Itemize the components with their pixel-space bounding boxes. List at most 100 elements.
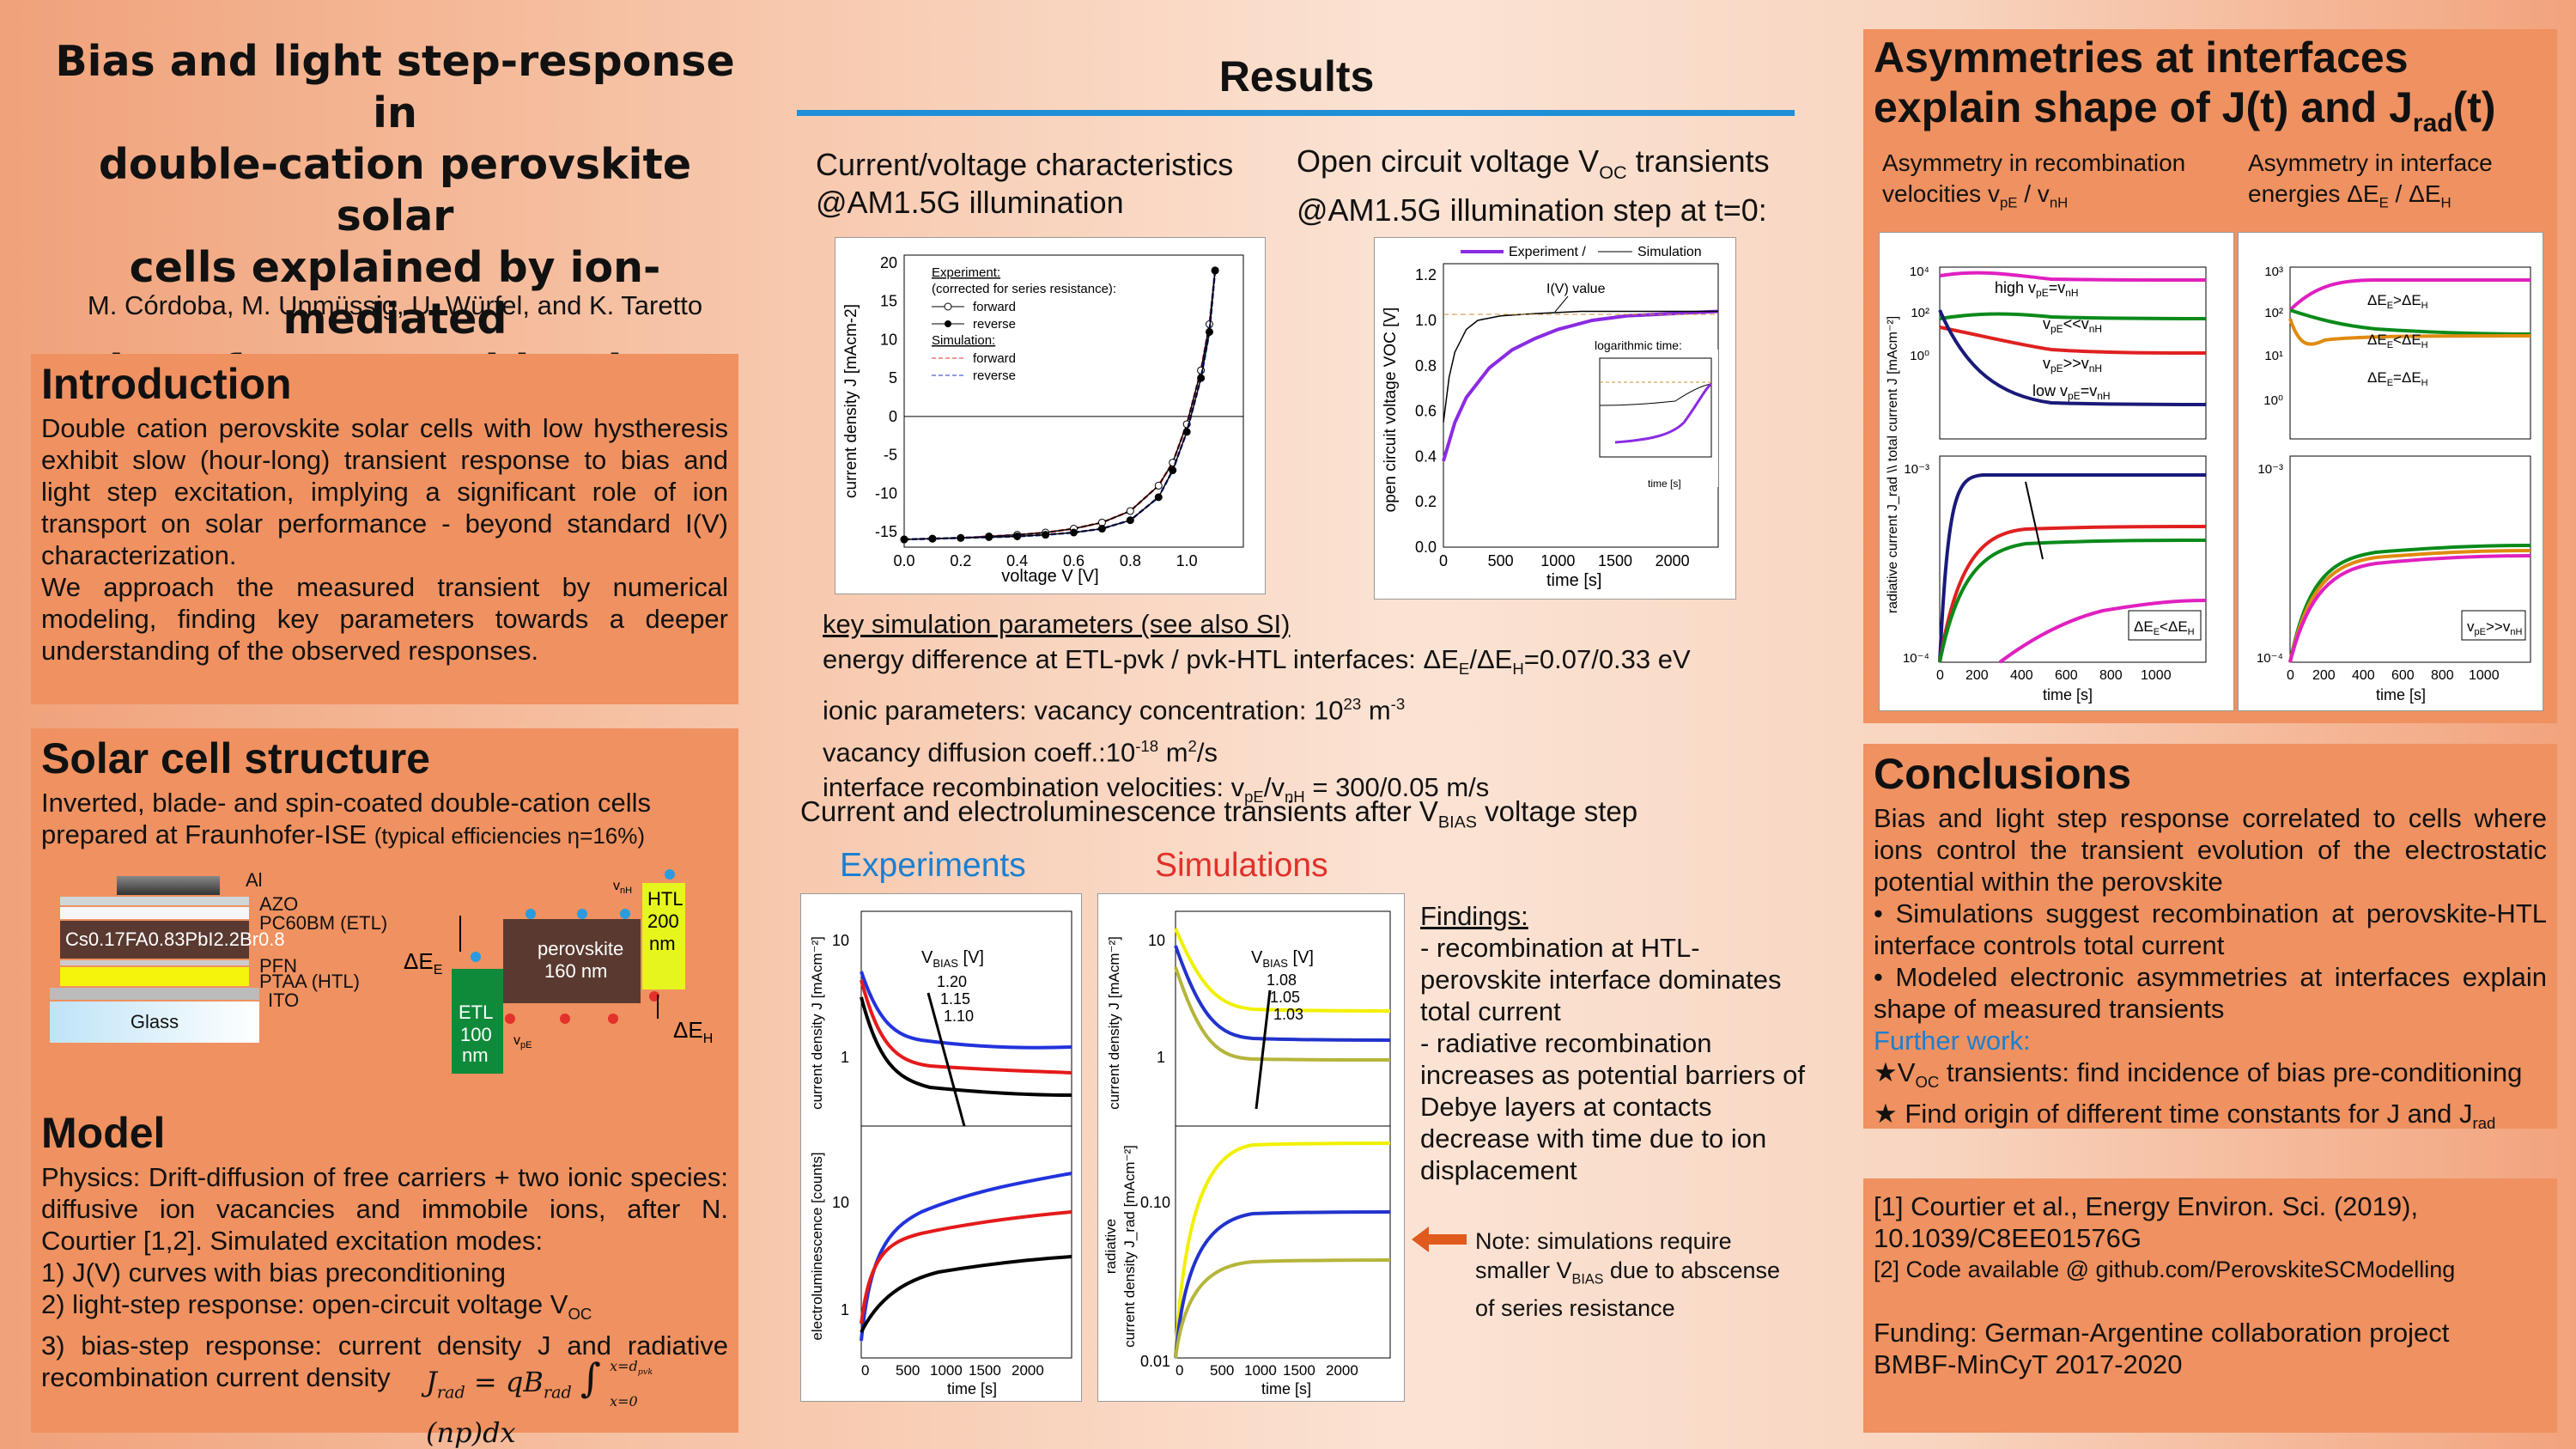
layer-ito	[50, 988, 259, 1000]
y-tick-label: -5	[884, 447, 897, 464]
x-tick-label: 1500	[1598, 552, 1632, 569]
svg-text:0.10: 0.10	[1140, 1194, 1170, 1211]
svg-text:radiative: radiative	[1103, 1219, 1119, 1274]
structure-model-box: Solar cell structure Inverted, blade- an…	[31, 728, 738, 1449]
svg-text:0: 0	[1176, 1362, 1183, 1379]
svg-text:10²: 10²	[1911, 306, 1929, 320]
key-parameters: key simulation parameters (see also SI) …	[823, 609, 1691, 807]
asym-energy-chart: ΔEE>ΔEH ΔEE<ΔEH ΔEE=ΔEH vpE>>vnH 10³ 10²…	[2238, 232, 2543, 711]
series-Experiment	[1442, 309, 1719, 462]
svg-text:800: 800	[2099, 668, 2123, 683]
authors: M. Córdoba, M. Unmüssig, U. Würfel, and …	[87, 290, 703, 320]
svg-text:1000: 1000	[930, 1362, 963, 1379]
reference-2: [2] Code available @ github.com/Perovski…	[1874, 1257, 2456, 1282]
svg-text:200: 200	[2312, 668, 2336, 683]
pero-label: perovskite	[538, 938, 623, 959]
data-point	[1154, 481, 1163, 490]
svg-text:1.03: 1.03	[1273, 1006, 1303, 1023]
electron-dot	[577, 909, 587, 919]
introduction-text-2: We approach the measured transient by nu…	[41, 572, 728, 666]
model-item-2: 2) light-step response: open-circuit vol…	[41, 1289, 592, 1324]
electron-dot	[665, 869, 675, 880]
x-tick-label: 1000	[1540, 552, 1575, 569]
etl-block	[452, 969, 503, 1074]
svg-text:ΔEE=ΔEH: ΔEE=ΔEH	[2367, 369, 2428, 388]
jv-caption: Current/voltage characteristics @AM1.5G …	[816, 147, 1234, 220]
hole-dot	[560, 1014, 570, 1024]
x-tick-label: 0.2	[950, 552, 971, 569]
svg-text:10²: 10²	[2264, 306, 2283, 320]
svg-text:time [s]: time [s]	[1648, 478, 1681, 490]
svg-text:10: 10	[832, 1194, 849, 1211]
svg-text:500: 500	[1210, 1362, 1234, 1379]
svg-text:1.05: 1.05	[1270, 989, 1300, 1006]
results-heading: Results	[1218, 52, 1375, 100]
y-tick-label: 0.4	[1415, 447, 1437, 465]
y-tick-label: 0	[889, 408, 897, 425]
svg-text:high vpE=vnH: high vpE=vnH	[1995, 279, 2079, 299]
x-tick-label: 0.6	[1063, 552, 1084, 569]
svg-text:ΔEE>ΔEH: ΔEE>ΔEH	[2367, 292, 2428, 311]
references-box: [1] Courtier et al., Energy Environ. Sci…	[1863, 1178, 2557, 1433]
svg-text:open circuit voltage VOC [V]: open circuit voltage VOC [V]	[1382, 307, 1400, 513]
svg-text:10⁰: 10⁰	[1910, 349, 1929, 363]
jrad-equation: Jrad = qBrad ∫ x=dpvk x=0 (np)dx	[426, 1355, 653, 1449]
svg-text:Experiment:: Experiment:	[932, 265, 1000, 280]
svg-text:0.01: 0.01	[1140, 1353, 1170, 1370]
svg-text:10: 10	[832, 932, 849, 949]
layer-azo	[60, 897, 249, 905]
layer-ptaa	[60, 967, 249, 986]
svg-text:electroluminescence [counts]: electroluminescence [counts]	[809, 1152, 825, 1340]
svg-text:10⁻⁴: 10⁻⁴	[1903, 651, 1929, 666]
svg-text:Simulation:: Simulation:	[932, 333, 995, 348]
svg-text:current density J [mAcm-2]: current density J [mAcm-2]	[842, 304, 860, 498]
svg-text:time [s]: time [s]	[947, 1380, 997, 1397]
data-point	[1211, 266, 1219, 275]
data-point	[928, 534, 937, 543]
x-tick-label: 0.8	[1120, 552, 1141, 569]
vpe-label: vpE	[513, 1033, 532, 1050]
data-point	[1154, 493, 1163, 502]
funding-2: BMBF-MinCyT 2017-2020	[1874, 1349, 2183, 1379]
etl-label-2: 100	[460, 1024, 492, 1045]
svg-text:1: 1	[841, 1301, 849, 1318]
conclusions-text: Bias and light step response correlated …	[1874, 803, 2547, 897]
model-item-1: 1) J(V) curves with bias preconditioning	[41, 1257, 507, 1288]
de-label: ΔEE	[404, 948, 442, 977]
further-work-item: ★ Find origin of different time constant…	[1874, 1099, 2496, 1133]
svg-text:1000: 1000	[2469, 668, 2500, 683]
layer-glass: Glass	[50, 1002, 259, 1043]
y-tick-label: 0.2	[1415, 493, 1437, 510]
further-work-item: ★VOC transients: find incidence of bias …	[1874, 1057, 2523, 1092]
svg-text:10⁰: 10⁰	[2263, 393, 2283, 408]
introduction-heading: Introduction	[41, 360, 292, 408]
svg-text:1.20: 1.20	[937, 973, 967, 990]
title-line: Bias and light step-response in	[55, 37, 735, 137]
layer-stack: Al AZO PC60BM (ETL) Cs0.17FA0.83PbI2.2Br…	[48, 869, 452, 1098]
svg-text:reverse: reverse	[973, 368, 1016, 383]
y-tick-label: 1.0	[1415, 312, 1437, 329]
htl-label: HTL	[647, 888, 683, 910]
svg-text:1.10: 1.10	[944, 1008, 974, 1025]
asymmetries-heading: Asymmetries at interfaces explain shape …	[1874, 33, 2496, 137]
svg-text:1000: 1000	[1244, 1362, 1277, 1379]
conclusions-bullet: • Modeled electronic asymmetries at inte…	[1874, 962, 2547, 1024]
y-tick-label: 1.2	[1415, 266, 1437, 283]
svg-text:VBIAS [V]: VBIAS [V]	[921, 948, 984, 970]
asym-right-caption: Asymmetry in interface energies ΔEE / ΔE…	[2248, 149, 2493, 211]
svg-text:time [s]: time [s]	[2376, 686, 2426, 703]
electron-dot	[471, 952, 481, 962]
electron-dot	[620, 909, 630, 919]
data-point	[1206, 327, 1213, 336]
layer-pcbm	[60, 907, 249, 919]
y-tick-label: -10	[875, 484, 897, 502]
svg-text:600: 600	[2055, 668, 2078, 683]
jv-chart: 0.0 0.2 0.4 0.6 0.8 1.0 -15 -10 -5 0 5 10 15 20 volta…	[835, 237, 1266, 594]
data-point	[1182, 428, 1191, 436]
svg-text:forward: forward	[973, 300, 1016, 314]
electron-dot	[526, 909, 536, 919]
y-tick-label: 0.8	[1415, 357, 1437, 374]
y-tick-label: 20	[880, 254, 897, 271]
dh-label: ΔEH	[673, 1017, 713, 1046]
data-point	[1169, 466, 1177, 475]
